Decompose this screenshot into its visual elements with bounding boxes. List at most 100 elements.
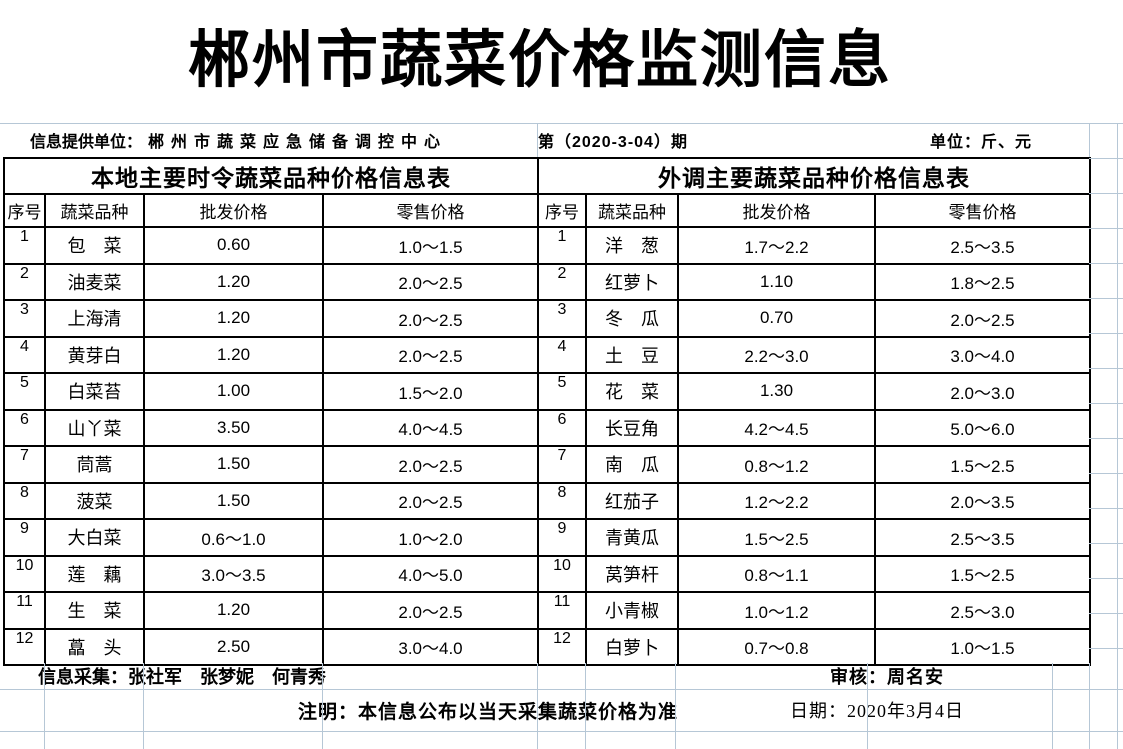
wholesale-price: 0.8～1.2 [677, 445, 876, 484]
vegetable-name: 茼蒿 [44, 445, 145, 484]
serial-number: 12 [537, 627, 587, 666]
wholesale-price: 1.20 [143, 299, 324, 338]
table-row: 11 生 菜 1.20 2.0～2.5 [3, 591, 539, 630]
vegetable-name: 洋 葱 [585, 226, 679, 265]
table-row: 5 白菜苔 1.00 1.5～2.0 [3, 372, 539, 411]
retail-price: 2.5～3.0 [874, 591, 1091, 630]
serial-number: 2 [3, 262, 46, 301]
table-row: 6 山丫菜 3.50 4.0～4.5 [3, 408, 539, 447]
vegetable-name: 包 菜 [44, 226, 145, 265]
retail-price: 2.0～2.5 [322, 591, 539, 630]
table-row: 10 莲 藕 3.0～3.5 4.0～5.0 [3, 554, 539, 593]
retail-price: 1.5～2.0 [322, 372, 539, 411]
serial-number: 10 [3, 554, 46, 593]
serial-number: 8 [537, 481, 587, 520]
spreadsheet-gridline [1089, 613, 1123, 614]
serial-number: 3 [3, 299, 46, 338]
col-header-retail: 零售价格 [322, 193, 539, 228]
wholesale-price: 1.20 [143, 335, 324, 374]
spreadsheet-gridline [1089, 263, 1123, 264]
local-table-title: 本地主要时令蔬菜品种价格信息表 [3, 157, 539, 195]
serial-number: 5 [537, 372, 587, 411]
vegetable-name: 藠 头 [44, 627, 145, 666]
wholesale-price: 2.2～3.0 [677, 335, 876, 374]
vegetable-name: 莴笋杆 [585, 554, 679, 593]
spreadsheet-gridline [1089, 438, 1123, 439]
footer-signature-row: 信息采集：张社军 张梦妮 何青秀 审核：周名安 [0, 663, 1123, 689]
retail-price: 3.0～4.0 [874, 335, 1091, 374]
issue-number: 第（2020-3-04）期 [538, 134, 688, 151]
wholesale-price: 0.6～1.0 [143, 518, 324, 557]
vegetable-name: 山丫菜 [44, 408, 145, 447]
spreadsheet-gridline [537, 123, 538, 157]
vegetable-name: 菠菜 [44, 481, 145, 520]
vegetable-name: 莲 藕 [44, 554, 145, 593]
serial-number: 5 [3, 372, 46, 411]
serial-number: 6 [537, 408, 587, 447]
info-bar: 信息提供单位： 郴州市蔬菜应急储备调控中心 第（2020-3-04）期 单位：斤… [0, 123, 1123, 157]
unit-label: 单位：斤、元 [930, 134, 1033, 151]
spreadsheet-gridline [322, 663, 323, 749]
retail-price: 2.0～2.5 [322, 481, 539, 520]
footer-note-row: 注明：本信息公布以当天采集蔬菜价格为准 日期：2020年3月4日 [0, 689, 1123, 731]
retail-price: 2.5～3.5 [874, 226, 1091, 265]
table-row: 10 莴笋杆 0.8～1.1 1.5～2.5 [537, 554, 1091, 593]
wholesale-price: 1.2～2.2 [677, 481, 876, 520]
retail-price: 2.0～2.5 [322, 262, 539, 301]
table-row: 12 白萝卜 0.7～0.8 1.0～1.5 [537, 627, 1091, 666]
wholesale-price: 1.5～2.5 [677, 518, 876, 557]
table-header-row: 序号 蔬菜品种 批发价格 零售价格 [3, 193, 539, 228]
retail-price: 2.0～2.5 [322, 335, 539, 374]
serial-number: 9 [537, 518, 587, 557]
spreadsheet-gridline [1089, 403, 1123, 404]
spreadsheet-gridline [1089, 333, 1123, 334]
spreadsheet-gridline [1117, 123, 1118, 749]
vegetable-name: 土 豆 [585, 335, 679, 374]
retail-price: 2.0～2.5 [322, 445, 539, 484]
serial-number: 11 [537, 591, 587, 630]
wholesale-price: 0.8～1.1 [677, 554, 876, 593]
wholesale-price: 2.50 [143, 627, 324, 666]
spreadsheet-gridline [1089, 193, 1123, 194]
vegetable-name: 长豆角 [585, 408, 679, 447]
table-row: 12 藠 头 2.50 3.0～4.0 [3, 627, 539, 666]
table-row: 4 黄芽白 1.20 2.0～2.5 [3, 335, 539, 374]
spreadsheet-gridline [1089, 473, 1123, 474]
spreadsheet-gridline [1089, 298, 1123, 299]
table-row: 6 长豆角 4.2～4.5 5.0～6.0 [537, 408, 1091, 447]
wholesale-price: 0.7～0.8 [677, 627, 876, 666]
spreadsheet-gridline [0, 731, 1123, 732]
wholesale-price: 0.70 [677, 299, 876, 338]
serial-number: 11 [3, 591, 46, 630]
wholesale-price: 1.30 [677, 372, 876, 411]
spreadsheet-gridline [1089, 543, 1123, 544]
table-row: 8 红茄子 1.2～2.2 2.0～3.5 [537, 481, 1091, 520]
retail-price: 1.5～2.5 [874, 445, 1091, 484]
retail-price: 1.0～2.0 [322, 518, 539, 557]
wholesale-price: 3.0～3.5 [143, 554, 324, 593]
wholesale-price: 1.20 [143, 262, 324, 301]
spreadsheet-gridline [1089, 228, 1123, 229]
wholesale-price: 3.50 [143, 408, 324, 447]
retail-price: 2.0～2.5 [874, 299, 1091, 338]
retail-price: 4.0～5.0 [322, 554, 539, 593]
retail-price: 2.0～2.5 [322, 299, 539, 338]
col-header-vegetable: 蔬菜品种 [44, 193, 145, 228]
auditor-text: 审核：周名安 [830, 667, 944, 687]
spreadsheet-gridline [1089, 508, 1123, 509]
retail-price: 3.0～4.0 [322, 627, 539, 666]
spreadsheet-gridline [0, 689, 1123, 690]
col-header-vegetable: 蔬菜品种 [585, 193, 679, 228]
col-header-retail: 零售价格 [874, 193, 1091, 228]
vegetable-name: 小青椒 [585, 591, 679, 630]
table-row: 7 茼蒿 1.50 2.0～2.5 [3, 445, 539, 484]
spreadsheet-gridline [675, 663, 676, 749]
table-title-row: 外调主要蔬菜品种价格信息表 [537, 157, 1091, 195]
retail-price: 1.0～1.5 [322, 226, 539, 265]
spreadsheet-gridline [1089, 123, 1090, 157]
